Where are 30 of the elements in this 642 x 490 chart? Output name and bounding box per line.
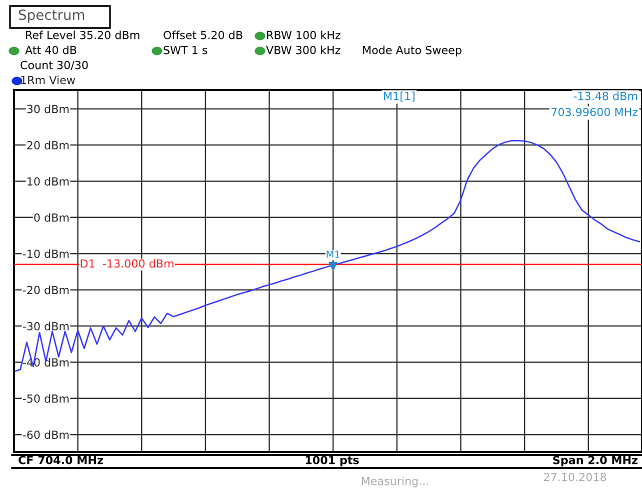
text: CF 704.0 MHz <box>18 456 103 464</box>
annotation: 703.99600 MHz <box>552 108 638 116</box>
text: Count 30/30 <box>20 60 88 70</box>
y-tick-label: 30 dBm <box>27 104 69 114</box>
annotation: -13.48 dBm <box>574 92 638 100</box>
text: Att 40 dB <box>25 46 76 54</box>
text: VBW 300 kHz <box>266 46 340 54</box>
y-tick-label: 20 dBm <box>27 140 69 150</box>
y-tick-label: -20 dBm <box>22 286 69 294</box>
y-tick-label: 10 dBm <box>28 177 69 186</box>
text: Offset 5.20 dB <box>164 30 242 40</box>
line-series <box>14 140 640 372</box>
annotation: M1 <box>326 250 340 258</box>
y-tick-label: 0 dBm <box>34 213 69 222</box>
text: 27.10.2018 <box>544 472 606 482</box>
chart-title: Spectrum <box>18 10 84 23</box>
text: RBW 100 kHz <box>267 30 340 40</box>
text: Ref Level 35.20 dBm <box>26 30 140 40</box>
ref-line-label: D1 -13.000 dBm <box>80 259 174 268</box>
y-tick-label: -30 dBm <box>22 322 69 330</box>
y-tick-label: -60 dBm <box>22 430 69 440</box>
text: Measuring... <box>362 476 428 488</box>
text: 1001 pts <box>306 456 359 466</box>
chart-subtitle: 1Rm View <box>21 76 76 84</box>
text: SWT 1 s <box>164 46 208 54</box>
text: Mode Auto Sweep <box>363 46 462 56</box>
y-tick-label: -10 dBm <box>22 249 69 258</box>
annotation: M1[1] <box>384 92 414 102</box>
y-tick-label: -50 dBm <box>22 394 69 403</box>
text: Span 2.0 MHz <box>553 456 638 466</box>
